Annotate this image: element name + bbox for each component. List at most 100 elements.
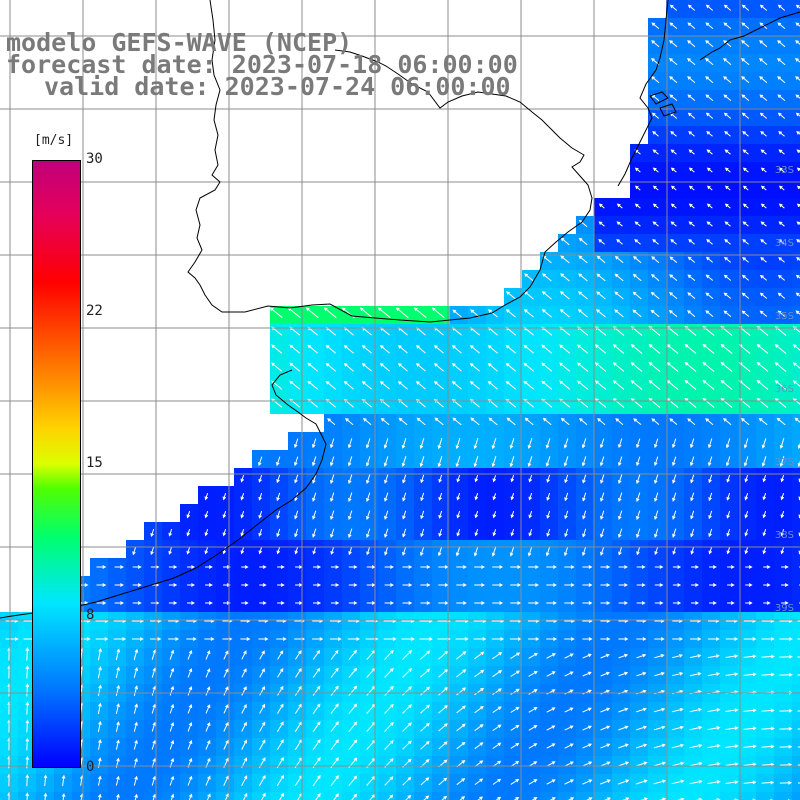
- wind-arrow: [780, 511, 785, 519]
- wind-arrow: [169, 667, 175, 678]
- wind-arrow: [756, 380, 769, 390]
- wind-arrow: [636, 601, 646, 605]
- field-cell: [648, 792, 666, 800]
- wind-arrow: [582, 474, 587, 484]
- wind-arrow: [630, 380, 643, 390]
- wind-arrow: [379, 345, 390, 354]
- wind-arrow: [564, 492, 569, 502]
- wind-arrow: [240, 475, 245, 483]
- field-cell: [342, 792, 360, 800]
- wind-arrow: [780, 475, 785, 483]
- field-cell: [792, 144, 800, 162]
- wind-arrow: [612, 380, 625, 390]
- wind-arrow: [600, 637, 611, 641]
- wind-arrow: [724, 221, 731, 227]
- wind-arrow: [132, 583, 142, 587]
- wind-arrow: [330, 474, 335, 485]
- wind-arrow: [612, 344, 625, 354]
- wind-arrow: [259, 583, 267, 587]
- wind-arrow: [777, 40, 786, 48]
- field-cell: [684, 792, 702, 800]
- wind-arrow: [618, 743, 629, 749]
- field-cell: [162, 792, 180, 800]
- wind-arrow: [312, 637, 324, 641]
- wind-arrow: [723, 256, 732, 263]
- wind-arrow: [204, 493, 209, 501]
- wind-arrow: [348, 649, 357, 660]
- wind-arrow: [348, 601, 358, 605]
- wind-arrow: [506, 417, 516, 426]
- wind-arrow: [633, 256, 642, 264]
- wind-arrow: [774, 380, 787, 390]
- wind-arrow: [725, 456, 731, 467]
- wind-arrow: [312, 528, 317, 538]
- wind-arrow: [401, 637, 415, 641]
- wind-arrow: [312, 721, 321, 733]
- wind-arrow: [325, 362, 337, 372]
- wind-arrow: [670, 239, 677, 245]
- wind-arrow: [690, 492, 695, 502]
- field-cell: [792, 720, 800, 738]
- wind-arrow: [397, 381, 408, 390]
- wind-arrow: [594, 380, 607, 390]
- field-cell: [792, 540, 800, 558]
- wind-arrow: [330, 775, 339, 787]
- wind-arrow: [523, 309, 534, 318]
- wind-arrow: [745, 565, 753, 569]
- wind-arrow: [205, 668, 211, 678]
- wind-arrow: [419, 637, 433, 641]
- field-cell: [558, 792, 576, 800]
- wind-arrow: [187, 668, 193, 678]
- wind-arrow: [636, 707, 647, 713]
- wind-arrow: [330, 649, 339, 660]
- wind-arrow: [294, 438, 299, 449]
- wind-arrow: [669, 40, 678, 48]
- wind-arrow: [582, 725, 592, 731]
- wind-arrow: [546, 601, 557, 605]
- wind-arrow: [564, 653, 574, 659]
- wind-arrow: [636, 637, 647, 641]
- wind-arrow: [528, 510, 533, 519]
- wind-arrow: [377, 307, 391, 319]
- wind-arrow: [762, 493, 767, 501]
- wind-arrow: [379, 381, 390, 390]
- wind-arrow: [778, 149, 785, 155]
- wind-arrow: [741, 22, 750, 29]
- wind-arrow: [25, 792, 30, 800]
- field-cell: [792, 72, 800, 90]
- wind-arrow: [720, 343, 733, 354]
- wind-arrow: [315, 792, 321, 800]
- wind-arrow: [687, 418, 696, 426]
- wind-arrow: [740, 417, 750, 426]
- wind-arrow: [774, 362, 787, 372]
- wind-arrow: [598, 239, 605, 245]
- wind-arrow: [241, 650, 247, 660]
- wind-arrow: [241, 601, 249, 605]
- wind-arrow: [669, 76, 678, 84]
- wind-arrow: [690, 546, 695, 555]
- wind-arrow: [564, 779, 575, 785]
- wind-arrow: [241, 686, 247, 696]
- wind-arrow: [582, 546, 587, 557]
- wind-arrow: [402, 650, 413, 660]
- wind-arrow: [724, 185, 731, 191]
- wind-arrow: [474, 601, 485, 605]
- wind-arrow: [343, 362, 354, 372]
- wind-arrow: [98, 775, 102, 786]
- wind-arrow: [115, 648, 121, 661]
- wind-arrow: [510, 529, 515, 537]
- wind-arrow: [25, 647, 30, 661]
- wind-arrow: [763, 601, 771, 605]
- wind-arrow: [205, 775, 211, 786]
- wind-arrow: [187, 601, 195, 605]
- field-cell: [468, 792, 486, 800]
- wind-arrow: [307, 362, 319, 372]
- wind-arrow: [420, 777, 430, 786]
- wind-arrow: [581, 456, 587, 467]
- wind-arrow: [402, 776, 412, 786]
- wind-arrow: [546, 707, 556, 713]
- colorbar-tick-8: 8: [86, 607, 95, 623]
- wind-arrow: [433, 363, 444, 372]
- wind-arrow: [169, 649, 175, 660]
- wind-arrow: [546, 671, 556, 677]
